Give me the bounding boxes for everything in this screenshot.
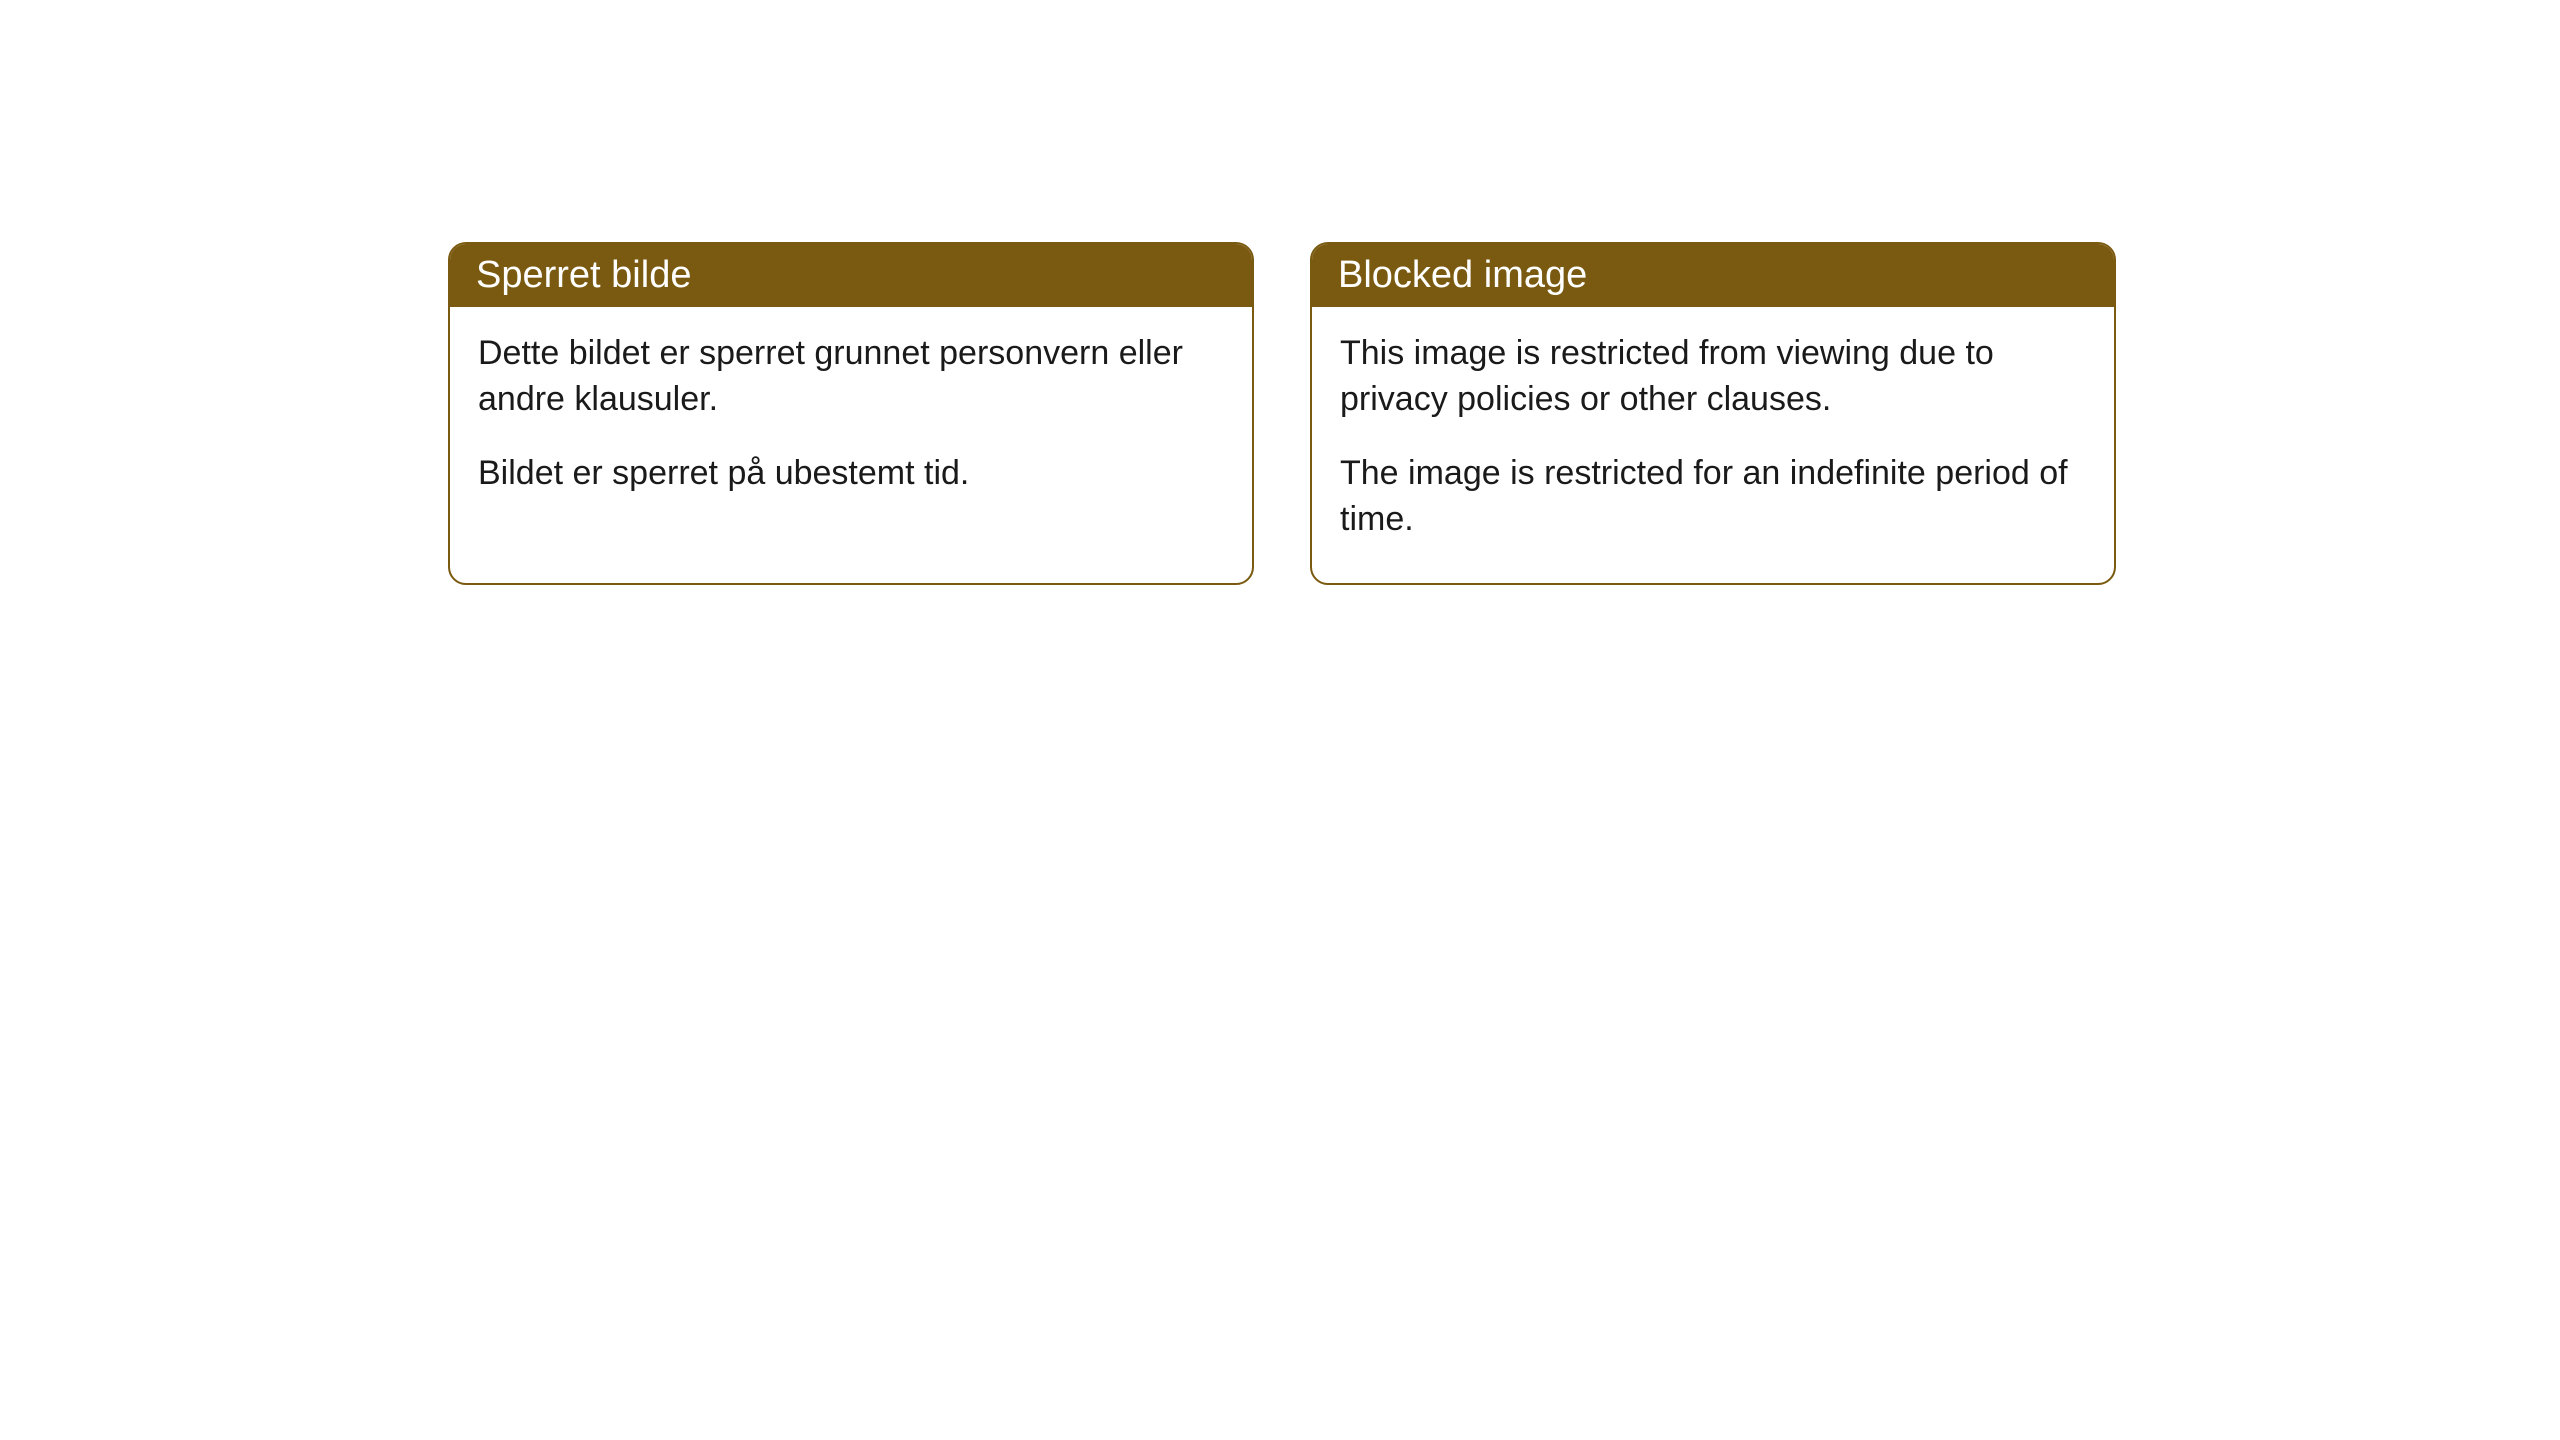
card-body: This image is restricted from viewing du… <box>1312 307 2114 583</box>
card-paragraph: Bildet er sperret på ubestemt tid. <box>478 451 1224 497</box>
card-header: Blocked image <box>1312 244 2114 307</box>
notice-card-norwegian: Sperret bilde Dette bildet er sperret gr… <box>448 242 1254 585</box>
card-paragraph: Dette bildet er sperret grunnet personve… <box>478 331 1224 423</box>
card-header: Sperret bilde <box>450 244 1252 307</box>
card-title: Blocked image <box>1338 254 1587 296</box>
notice-card-english: Blocked image This image is restricted f… <box>1310 242 2116 585</box>
card-title: Sperret bilde <box>476 254 691 296</box>
notice-cards-container: Sperret bilde Dette bildet er sperret gr… <box>448 242 2116 585</box>
card-body: Dette bildet er sperret grunnet personve… <box>450 307 1252 537</box>
card-paragraph: This image is restricted from viewing du… <box>1340 331 2086 423</box>
card-paragraph: The image is restricted for an indefinit… <box>1340 451 2086 543</box>
